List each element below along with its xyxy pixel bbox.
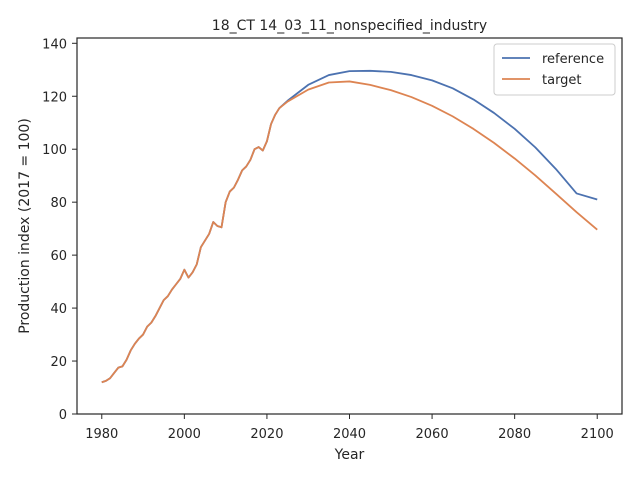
legend-label-reference: reference	[542, 52, 604, 67]
x-tick-label: 2080	[498, 427, 531, 442]
y-axis-label: Production index (2017 = 100)	[17, 118, 33, 334]
x-tick-label: 2040	[333, 427, 366, 442]
y-tick-label: 100	[42, 143, 67, 158]
x-tick-label: 2020	[250, 427, 283, 442]
x-tick-label: 2000	[168, 427, 201, 442]
series-line-target	[101, 80, 598, 384]
legend: reference target	[493, 43, 616, 96]
x-axis-label: Year	[334, 447, 365, 463]
y-tick-label: 20	[50, 355, 67, 370]
chart-title: 18_CT 14_03_11_nonspecified_industry	[212, 18, 487, 34]
y-tick-label: 120	[42, 90, 67, 105]
legend-label-target: target	[542, 73, 582, 88]
y-tick-label: 80	[50, 196, 67, 211]
y-tick-label: 40	[50, 302, 67, 317]
x-tick-label: 2060	[416, 427, 449, 442]
y-tick-label: 140	[42, 37, 67, 52]
x-axis: 1980 2000 2020 2040 2060 2080 2100	[85, 414, 614, 442]
x-tick-label: 2100	[581, 427, 614, 442]
y-axis: 0 20 40 60 80 100 120 140	[42, 37, 77, 423]
legend-box	[493, 43, 616, 96]
x-tick-label: 1980	[85, 427, 118, 442]
plot-lines	[101, 69, 598, 384]
y-tick-label: 60	[50, 249, 67, 264]
y-tick-label: 0	[59, 408, 67, 423]
